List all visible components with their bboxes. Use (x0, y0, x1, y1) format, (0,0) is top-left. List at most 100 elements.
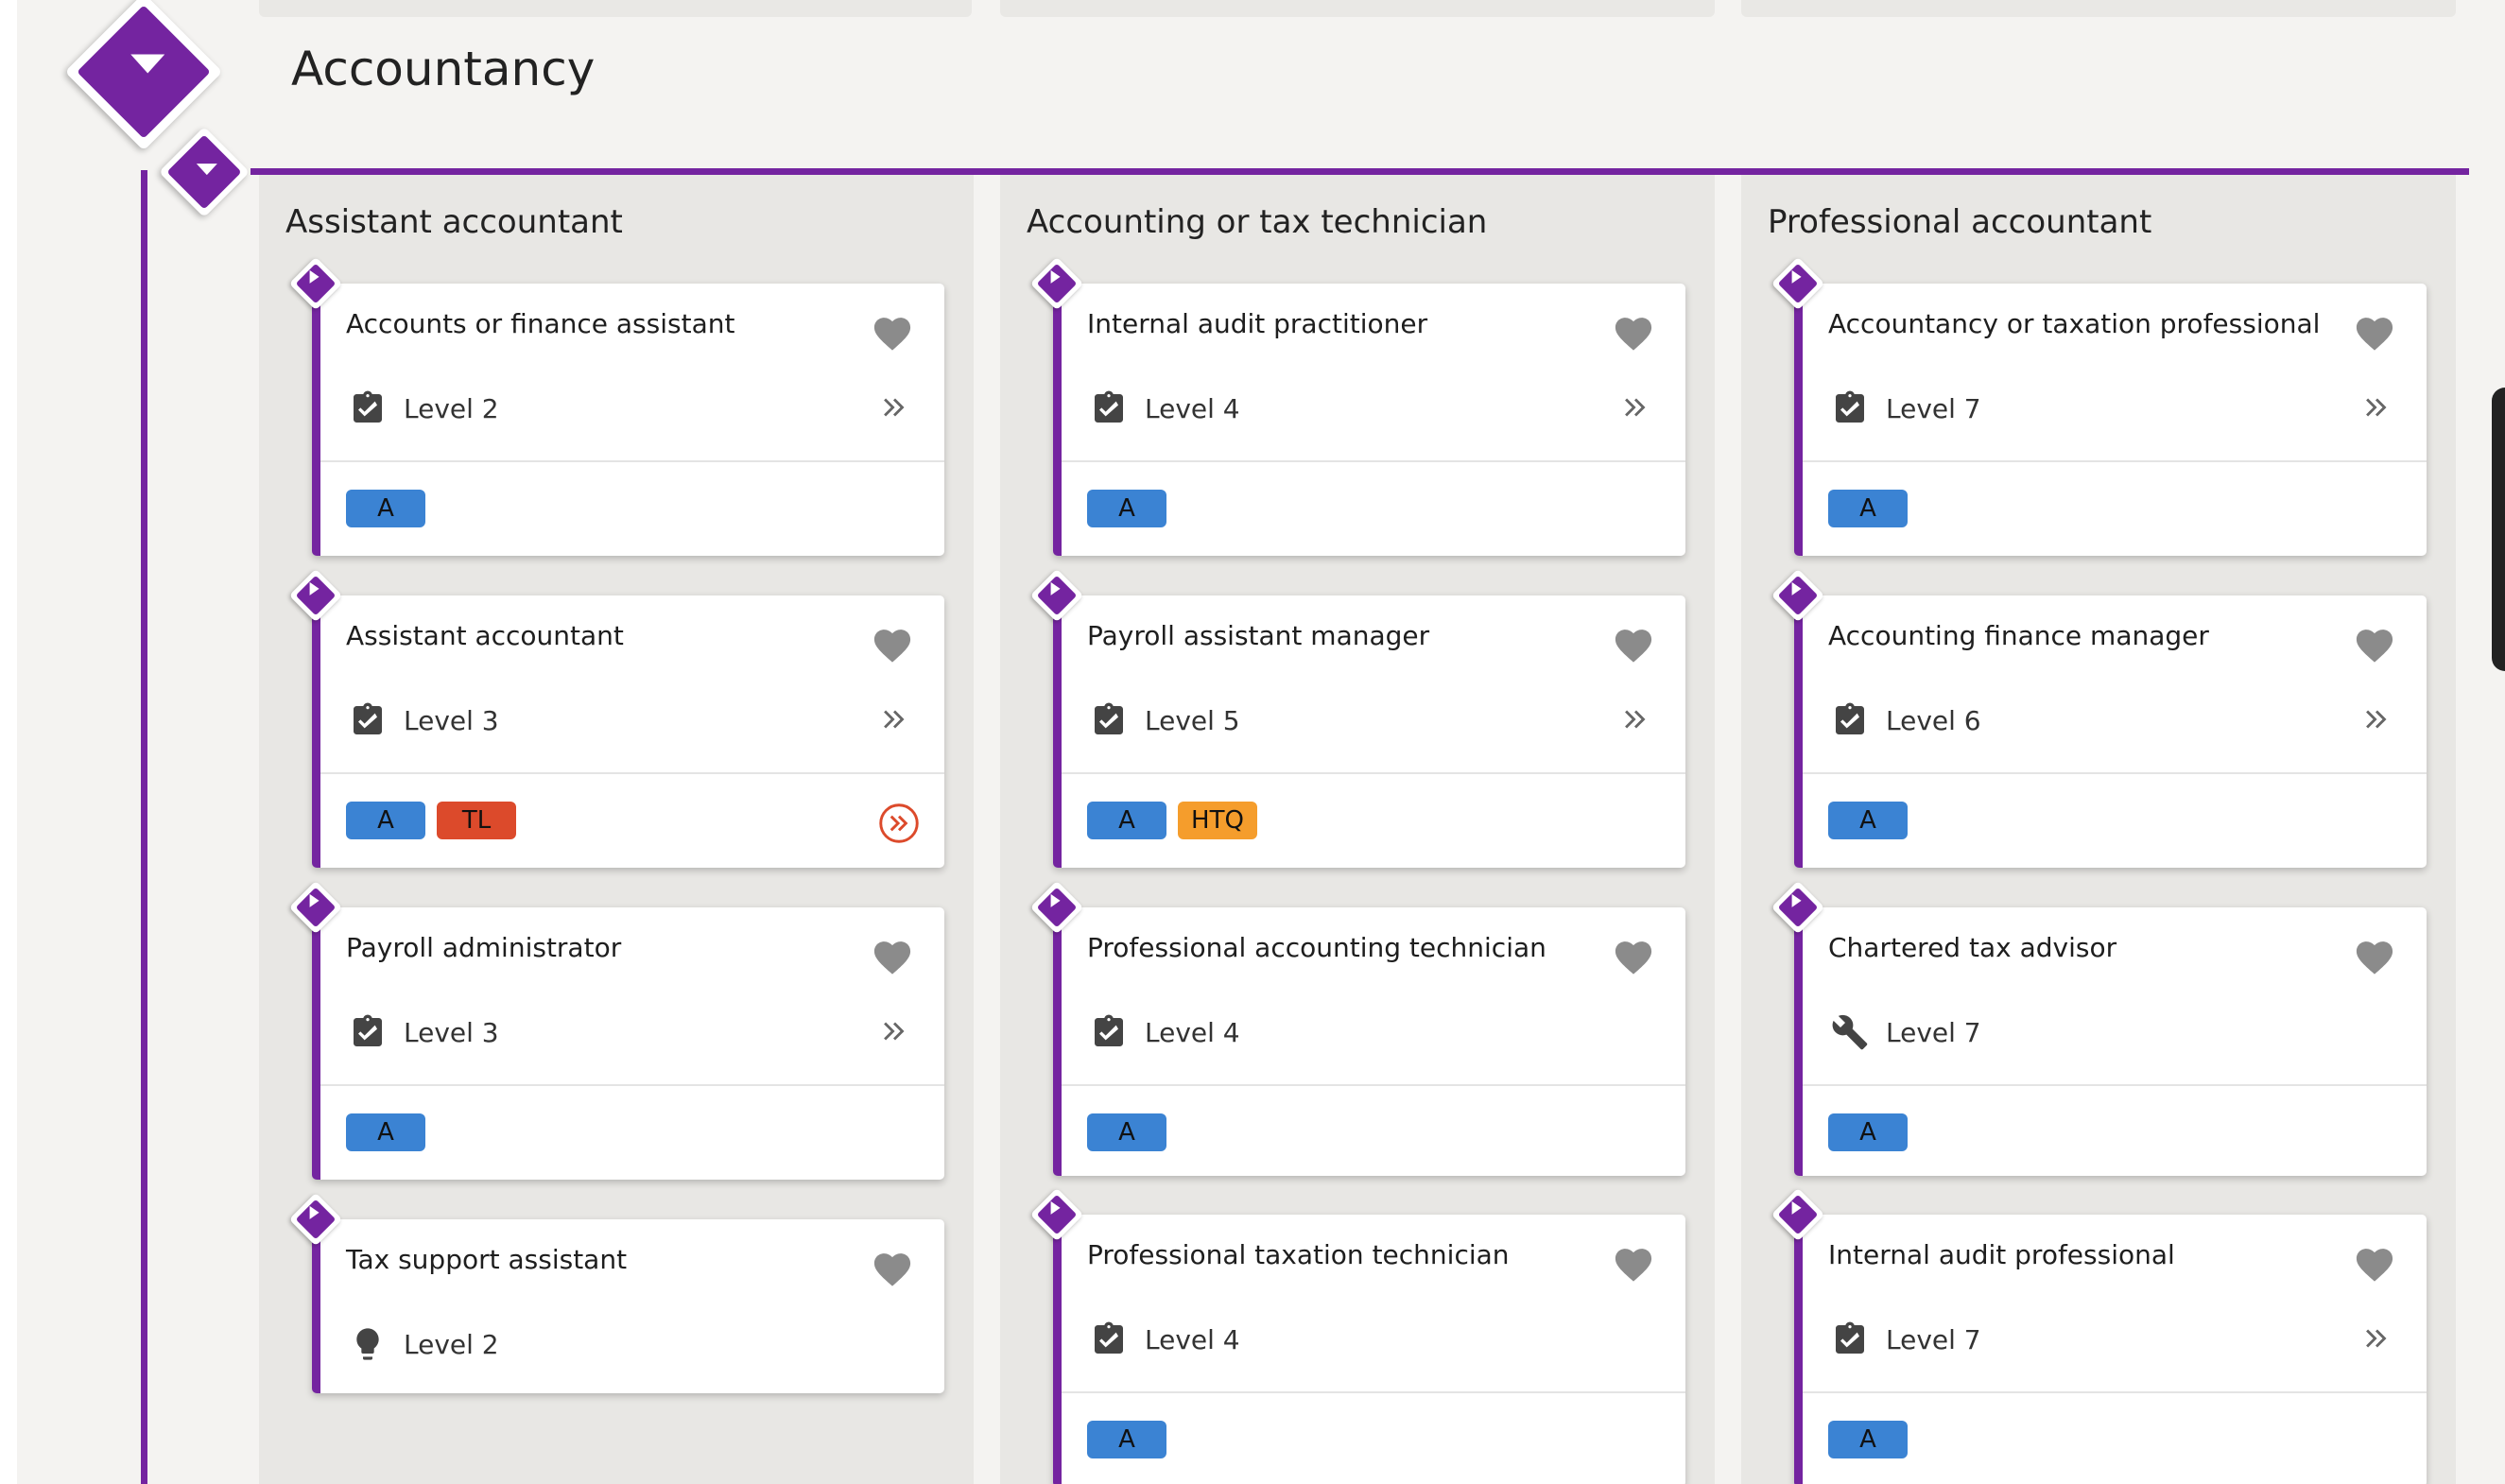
favourite-heart-icon[interactable] (2353, 936, 2396, 975)
column-title: Professional accountant (1768, 203, 2152, 241)
progression-circle-chevron-icon[interactable] (878, 802, 920, 844)
page-title: Accountancy (291, 42, 596, 96)
card-title[interactable]: Internal audit professional (1828, 1239, 2175, 1270)
career-card[interactable]: Professional taxation technician Level 4 A (1053, 1215, 1685, 1484)
qualification-tag[interactable]: TL (437, 802, 516, 839)
career-card[interactable]: Assistant accountant Level 3 A TL (312, 595, 944, 868)
level-label: Level 5 (1145, 705, 1240, 736)
left-margin (0, 0, 17, 1484)
favourite-heart-icon[interactable] (1612, 936, 1655, 975)
card-title[interactable]: Internal audit practitioner (1087, 308, 1428, 339)
level-label: Level 4 (1145, 1017, 1240, 1048)
favourite-heart-icon[interactable] (1612, 624, 1655, 664)
qualification-tag[interactable]: A (1828, 1421, 1908, 1458)
qualification-tags: A (1087, 490, 1178, 527)
card-title[interactable]: Tax support assistant (346, 1244, 628, 1275)
qualification-tag[interactable]: A (1087, 1113, 1166, 1151)
card-title[interactable]: Chartered tax advisor (1828, 932, 2117, 963)
play-icon (1050, 581, 1061, 595)
qualification-tag[interactable]: A (1087, 802, 1166, 839)
clipboard-check-icon (1831, 389, 1869, 427)
collapse-sector-toggle[interactable] (64, 0, 223, 151)
caret-down-icon (130, 54, 165, 74)
career-card[interactable]: Internal audit practitioner Level 4 A (1053, 284, 1685, 556)
favourite-heart-icon[interactable] (2353, 312, 2396, 352)
favourite-heart-icon[interactable] (2353, 1243, 2396, 1283)
qualification-tag[interactable]: A (346, 490, 425, 527)
qualification-tags: A (1828, 1113, 1919, 1151)
collapse-group-toggle[interactable] (158, 126, 250, 218)
next-step-chevron-icon[interactable] (2360, 391, 2393, 423)
card-title[interactable]: Accounting finance manager (1828, 620, 2209, 651)
previous-column-stub (1000, 0, 1715, 17)
career-card[interactable]: Tax support assistant Level 2 (312, 1219, 944, 1393)
qualification-tags: A TL (346, 802, 527, 839)
career-card[interactable]: Chartered tax advisor Level 7 A (1794, 907, 2427, 1176)
qualification-tag[interactable]: A (1087, 1421, 1166, 1458)
clipboard-check-icon (1831, 701, 1869, 739)
qualification-tag[interactable]: A (1828, 490, 1908, 527)
favourite-heart-icon[interactable] (871, 312, 914, 352)
clipboard-check-icon (1090, 701, 1128, 739)
card-divider (320, 1084, 944, 1086)
timeline-group-line (250, 168, 2469, 175)
career-card[interactable]: Accountancy or taxation professional Leve… (1794, 284, 2427, 556)
next-step-chevron-icon[interactable] (878, 1015, 910, 1047)
timeline-main-line (141, 170, 147, 1484)
caret-down-icon (196, 164, 217, 176)
next-step-chevron-icon[interactable] (878, 391, 910, 423)
card-title[interactable]: Payroll assistant manager (1087, 620, 1430, 651)
favourite-heart-icon[interactable] (871, 624, 914, 664)
card-divider (320, 772, 944, 774)
card-title[interactable]: Assistant accountant (346, 620, 624, 651)
qualification-tag[interactable]: A (346, 802, 425, 839)
favourite-heart-icon[interactable] (1612, 1243, 1655, 1283)
card-title[interactable]: Accountancy or taxation professional (1828, 308, 2321, 339)
career-card[interactable]: Accounts or finance assistant Level 2 A (312, 284, 944, 556)
favourite-heart-icon[interactable] (871, 1248, 914, 1287)
clipboard-check-icon (349, 389, 387, 427)
card-title[interactable]: Payroll administrator (346, 932, 622, 963)
level-label: Level 6 (1886, 705, 1981, 736)
level-label: Level 4 (1145, 1324, 1240, 1355)
clipboard-check-icon (349, 1013, 387, 1051)
next-step-chevron-icon[interactable] (2360, 1322, 2393, 1355)
level-label: Level 7 (1886, 1324, 1981, 1355)
scroll-handle[interactable] (2492, 388, 2505, 671)
career-card[interactable]: Accounting finance manager Level 6 A (1794, 595, 2427, 868)
play-icon (309, 581, 320, 595)
favourite-heart-icon[interactable] (871, 936, 914, 975)
card-divider (1062, 1084, 1685, 1086)
play-icon (1791, 269, 1802, 284)
qualification-tag[interactable]: A (346, 1113, 425, 1151)
qualification-tags: A (1087, 1421, 1178, 1458)
qualification-tag[interactable]: A (1087, 490, 1166, 527)
next-step-chevron-icon[interactable] (1619, 703, 1651, 735)
next-step-chevron-icon[interactable] (878, 703, 910, 735)
career-card[interactable]: Internal audit professional Level 7 A (1794, 1215, 2427, 1484)
play-icon (309, 269, 320, 284)
career-card[interactable]: Professional accounting technician Level … (1053, 907, 1685, 1176)
next-step-chevron-icon[interactable] (1619, 391, 1651, 423)
career-card[interactable]: Payroll administrator Level 3 A (312, 907, 944, 1180)
play-icon (309, 1205, 320, 1219)
card-divider (1062, 1391, 1685, 1393)
qualification-tags: A (1828, 490, 1919, 527)
level-label: Level 2 (404, 393, 499, 424)
favourite-heart-icon[interactable] (1612, 312, 1655, 352)
card-title[interactable]: Accounts or finance assistant (346, 308, 735, 339)
play-icon (1050, 269, 1061, 284)
column-title: Accounting or tax technician (1027, 203, 1488, 241)
next-step-chevron-icon[interactable] (2360, 703, 2393, 735)
card-title[interactable]: Professional taxation technician (1087, 1239, 1510, 1270)
favourite-heart-icon[interactable] (2353, 624, 2396, 664)
qualification-tag[interactable]: HTQ (1178, 802, 1257, 839)
qualification-tags: A HTQ (1087, 802, 1269, 839)
card-title[interactable]: Professional accounting technician (1087, 932, 1546, 963)
qualification-tags: A (1087, 1113, 1178, 1151)
career-card[interactable]: Payroll assistant manager Level 5 A HTQ (1053, 595, 1685, 868)
lightbulb-icon (349, 1325, 387, 1363)
qualification-tag[interactable]: A (1828, 802, 1908, 839)
qualification-tag[interactable]: A (1828, 1113, 1908, 1151)
